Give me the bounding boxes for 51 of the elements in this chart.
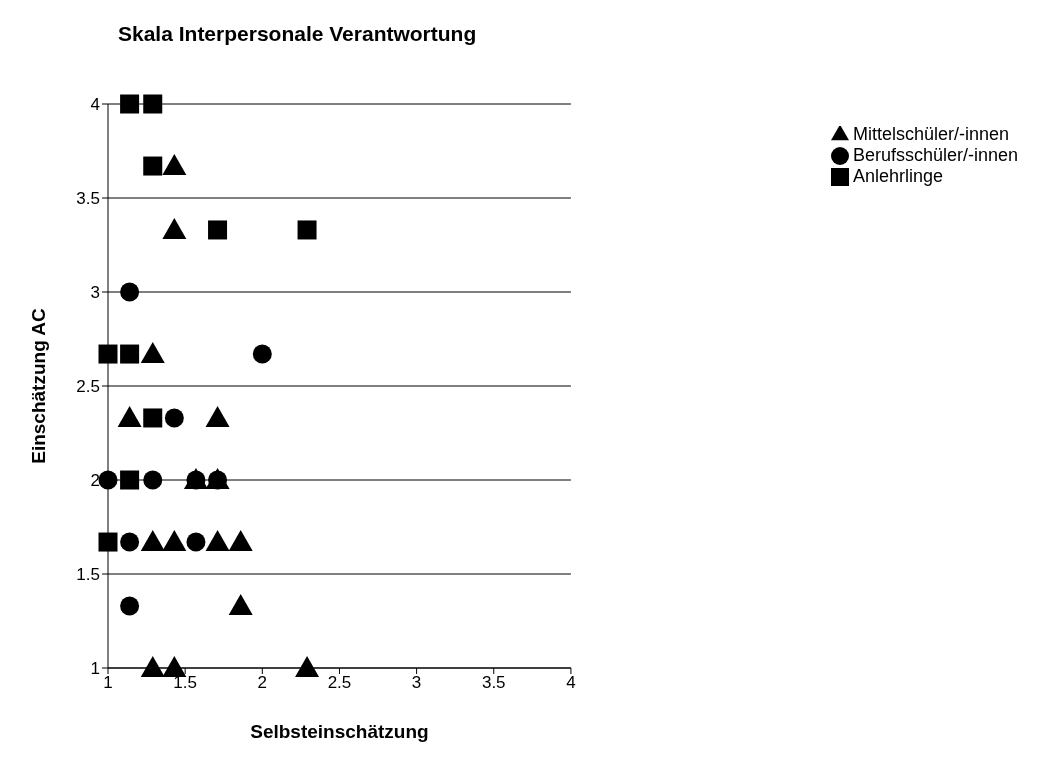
y-tick-label: 3.5 bbox=[76, 189, 100, 209]
x-axis-title: Selbsteinschätzung bbox=[250, 721, 429, 742]
point bbox=[120, 596, 140, 616]
point bbox=[297, 220, 317, 240]
point bbox=[140, 530, 165, 552]
point bbox=[162, 530, 187, 552]
x-tick-label: 2 bbox=[257, 673, 268, 693]
point bbox=[205, 405, 230, 427]
y-tick-label: 4 bbox=[90, 95, 100, 115]
point bbox=[140, 342, 165, 364]
legend-label: Anlehrlinge bbox=[852, 166, 943, 186]
point bbox=[295, 656, 320, 677]
point bbox=[120, 282, 140, 302]
x-tick-label: 1.5 bbox=[173, 673, 197, 693]
point bbox=[162, 217, 187, 239]
point bbox=[186, 532, 206, 552]
y-tick-label: 2 bbox=[90, 471, 100, 491]
y-axis-title: Einschätzung AC bbox=[27, 307, 49, 464]
point bbox=[98, 344, 118, 364]
point bbox=[120, 344, 140, 364]
point bbox=[140, 656, 165, 677]
point bbox=[164, 408, 184, 428]
x-tick-label: 2.5 bbox=[327, 673, 352, 693]
y-tick-label: 2.5 bbox=[76, 377, 100, 397]
point bbox=[120, 470, 140, 490]
point bbox=[143, 94, 163, 114]
point bbox=[120, 94, 140, 114]
point bbox=[162, 154, 187, 176]
legend-label: Mittelschüler/-innen bbox=[852, 124, 1009, 144]
point bbox=[117, 405, 142, 427]
x-tick-label: 4 bbox=[566, 673, 576, 693]
point bbox=[98, 532, 118, 552]
x-tick-label: 3 bbox=[411, 673, 422, 693]
point bbox=[228, 530, 253, 552]
x-tick-label: 3.5 bbox=[481, 673, 506, 693]
chart-title: Skala Interpersonale Verantwortung bbox=[118, 22, 477, 46]
y-tick-label: 3 bbox=[90, 283, 100, 303]
y-tick-label: 1 bbox=[90, 659, 100, 679]
point bbox=[120, 532, 140, 552]
point bbox=[208, 220, 228, 240]
point bbox=[98, 470, 118, 490]
point bbox=[143, 156, 163, 176]
legend-label: Berufsschüler/-innen bbox=[852, 145, 1018, 165]
point bbox=[228, 593, 253, 615]
point bbox=[252, 344, 272, 364]
point bbox=[143, 470, 163, 490]
y-tick-label: 1.5 bbox=[76, 565, 100, 585]
point bbox=[205, 530, 230, 552]
point bbox=[143, 408, 163, 428]
x-tick-label: 1 bbox=[103, 673, 113, 693]
point bbox=[162, 656, 187, 677]
